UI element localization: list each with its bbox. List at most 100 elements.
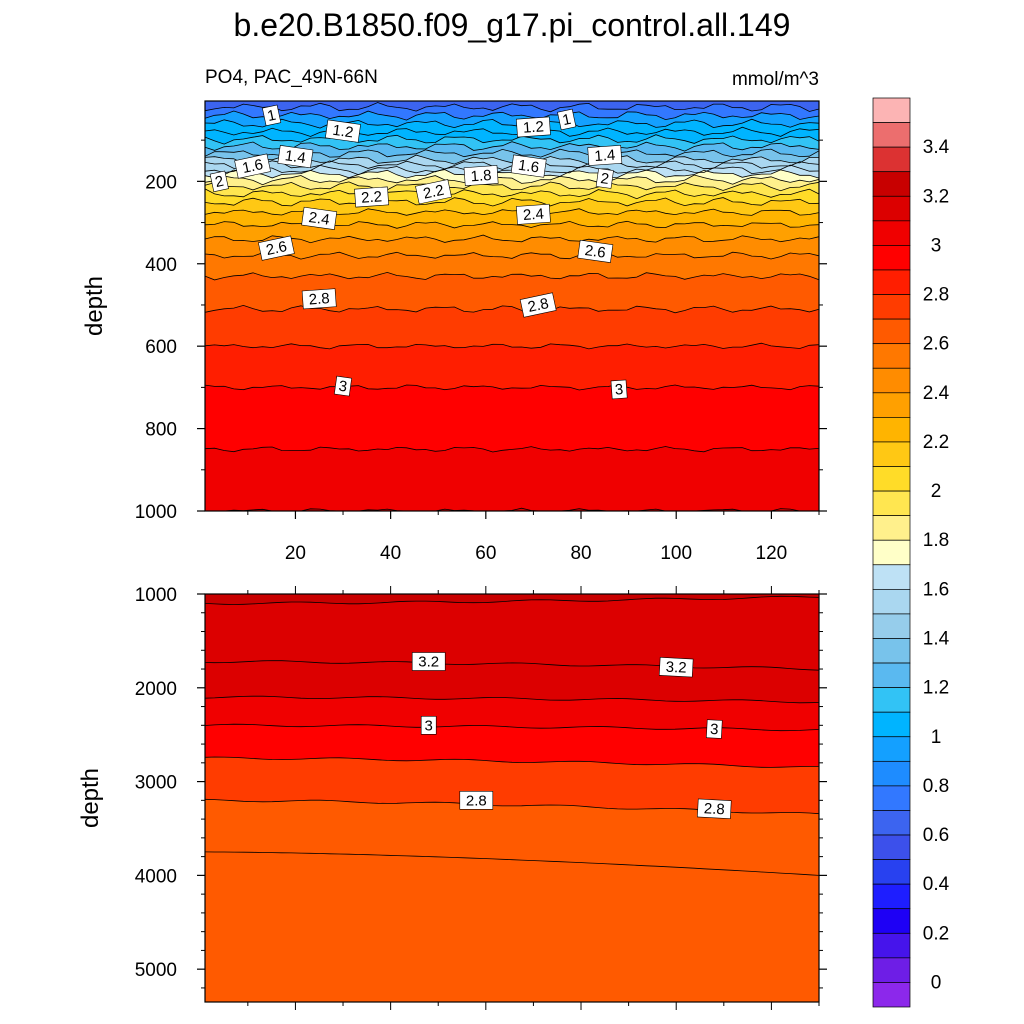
upper-x-tick-label: 100 — [660, 543, 692, 564]
upper-plot-frame — [204, 100, 820, 512]
lower-y-tick-label: 4000 — [135, 866, 177, 887]
upper-x-tick-label: 60 — [475, 543, 496, 564]
lower-contour-label-4: 2.8 — [459, 790, 494, 810]
colorbar-swatch-14 — [872, 441, 911, 467]
upper-contour-label-6: 1.6 — [234, 153, 271, 179]
upper-contour-line-23 — [204, 446, 820, 453]
colorbar-tick-label: 3 — [931, 235, 942, 256]
upper-contour-label-2: 1.2 — [515, 116, 551, 138]
lower-depth-panel: 3.2 3.2 3 3 2.8 2.8 1000 2000 3000 4000 5000 dept… — [77, 585, 827, 1010]
svg-text:1.4: 1.4 — [594, 147, 616, 165]
upper-contour-line-2 — [204, 118, 820, 129]
svg-text:3: 3 — [710, 721, 719, 738]
colorbar: 3.4 3.2 3 2.8 2.6 2.4 2.2 2 1.8 1.6 1.4 1.2 1 0.8 0.6 0… — [872, 97, 950, 1008]
svg-text:2.8: 2.8 — [526, 295, 550, 316]
upper-contour-label-7: 1.6 — [510, 154, 547, 178]
upper-contour-line-5 — [204, 141, 820, 152]
svg-text:1.4: 1.4 — [284, 147, 307, 167]
svg-text:2.6: 2.6 — [265, 238, 289, 259]
svg-text:3.2: 3.2 — [418, 654, 439, 671]
colorbar-swatch-6 — [872, 245, 911, 271]
upper-contour-label-17: 2.8 — [301, 288, 337, 310]
svg-text:2: 2 — [214, 173, 226, 191]
colorbar-swatch-22 — [872, 638, 911, 664]
upper-y-tick-label: 400 — [145, 255, 177, 276]
lower-contour-label-5: 2.8 — [697, 798, 732, 819]
colorbar-swatch-12 — [872, 392, 911, 418]
upper-contour-line-14 — [204, 197, 820, 207]
colorbar-swatch-35 — [872, 957, 911, 983]
colorbar-swatch-9 — [872, 318, 911, 345]
svg-text:1: 1 — [266, 107, 278, 125]
upper-depth-panel: 1 1.2 1.2 1 1.4 1.4 1.6 1.6 1.8 2 2 2.2 2.2 2.4 2.4 2.6… — [81, 100, 827, 564]
svg-text:1.6: 1.6 — [517, 157, 540, 177]
upper-contour-label-13: 2.4 — [301, 206, 338, 230]
upper-contour-label-16: 2.6 — [577, 239, 614, 263]
colorbar-tick-label: 1.4 — [923, 629, 950, 650]
lower-contour-line-6 — [204, 851, 820, 876]
upper-contour-label-15: 2.6 — [258, 235, 295, 261]
svg-text:2.8: 2.8 — [703, 800, 725, 818]
svg-text:3: 3 — [338, 378, 349, 396]
upper-contour-label-8: 1.8 — [463, 165, 499, 187]
colorbar-swatch-20 — [872, 588, 911, 615]
colorbar-swatch-28 — [872, 785, 911, 811]
colorbar-swatch-16 — [872, 490, 911, 516]
colorbar-swatch-8 — [872, 294, 911, 320]
upper-contour-label-18: 2.8 — [519, 292, 557, 318]
upper-contour-label-0: 1 — [262, 104, 282, 127]
svg-text:2.2: 2.2 — [361, 188, 383, 206]
svg-text:2.2: 2.2 — [422, 182, 446, 203]
lower-y-axis-label: depth — [77, 768, 104, 828]
upper-band-24 — [204, 446, 820, 512]
colorbar-swatch-30 — [872, 834, 911, 860]
colorbar-tick-label: 0.4 — [923, 874, 950, 895]
upper-contour-line-13 — [204, 188, 820, 200]
svg-text:1: 1 — [561, 111, 573, 129]
colorbar-swatch-5 — [872, 220, 911, 246]
lower-y-tick-label: 1000 — [135, 585, 177, 606]
upper-contour-line-18 — [204, 251, 820, 260]
svg-text:2.4: 2.4 — [308, 209, 331, 229]
lower-band-3 — [204, 695, 820, 731]
upper-contour-line-17 — [204, 234, 820, 244]
colorbar-swatch-29 — [872, 810, 911, 836]
colorbar-tick-label: 0 — [931, 972, 942, 993]
svg-text:1.8: 1.8 — [470, 167, 492, 185]
lower-contour-line-2 — [204, 695, 820, 704]
colorbar-swatch-31 — [872, 859, 911, 885]
upper-contour-label-11: 2.2 — [354, 186, 390, 208]
svg-text:2.6: 2.6 — [584, 242, 607, 262]
lower-contour-line-1 — [204, 660, 820, 671]
lower-band-7 — [204, 851, 820, 1003]
colorbar-tick-label: 2.2 — [923, 432, 949, 453]
colorbar-swatch-19 — [872, 564, 911, 590]
colorbar-swatch-2 — [872, 146, 911, 173]
lower-contour-label-3: 3 — [706, 719, 723, 739]
upper-contour-label-3: 1 — [557, 108, 577, 131]
colorbar-swatch-34 — [872, 932, 911, 959]
upper-contour-label-1: 1.2 — [325, 119, 361, 143]
colorbar-swatch-4 — [872, 195, 911, 222]
upper-band-22 — [204, 342, 820, 391]
colorbar-swatch-15 — [872, 466, 911, 492]
colorbar-swatch-21 — [872, 613, 911, 639]
svg-text:3.2: 3.2 — [665, 659, 687, 677]
colorbar-tick-label: 3.4 — [923, 137, 950, 158]
upper-x-tick-label: 80 — [570, 543, 591, 564]
upper-contour-line-0 — [204, 102, 820, 113]
colorbar-swatch-33 — [872, 908, 911, 934]
upper-contour-label-19: 3 — [333, 375, 353, 397]
colorbar-swatch-18 — [872, 539, 911, 566]
colorbar-swatch-24 — [872, 687, 911, 713]
upper-contour-label-9: 2 — [209, 170, 229, 193]
svg-text:2.4: 2.4 — [522, 206, 544, 224]
upper-contour-label-20: 3 — [610, 379, 628, 400]
upper-band-23 — [204, 384, 820, 453]
svg-text:2.8: 2.8 — [308, 290, 330, 308]
colorbar-tick-label: 0.6 — [923, 825, 949, 846]
upper-y-tick-label: 1000 — [135, 502, 177, 523]
svg-text:3: 3 — [425, 717, 433, 734]
lower-contour-label-0: 3.2 — [411, 652, 446, 671]
upper-contour-line-1 — [204, 110, 820, 121]
